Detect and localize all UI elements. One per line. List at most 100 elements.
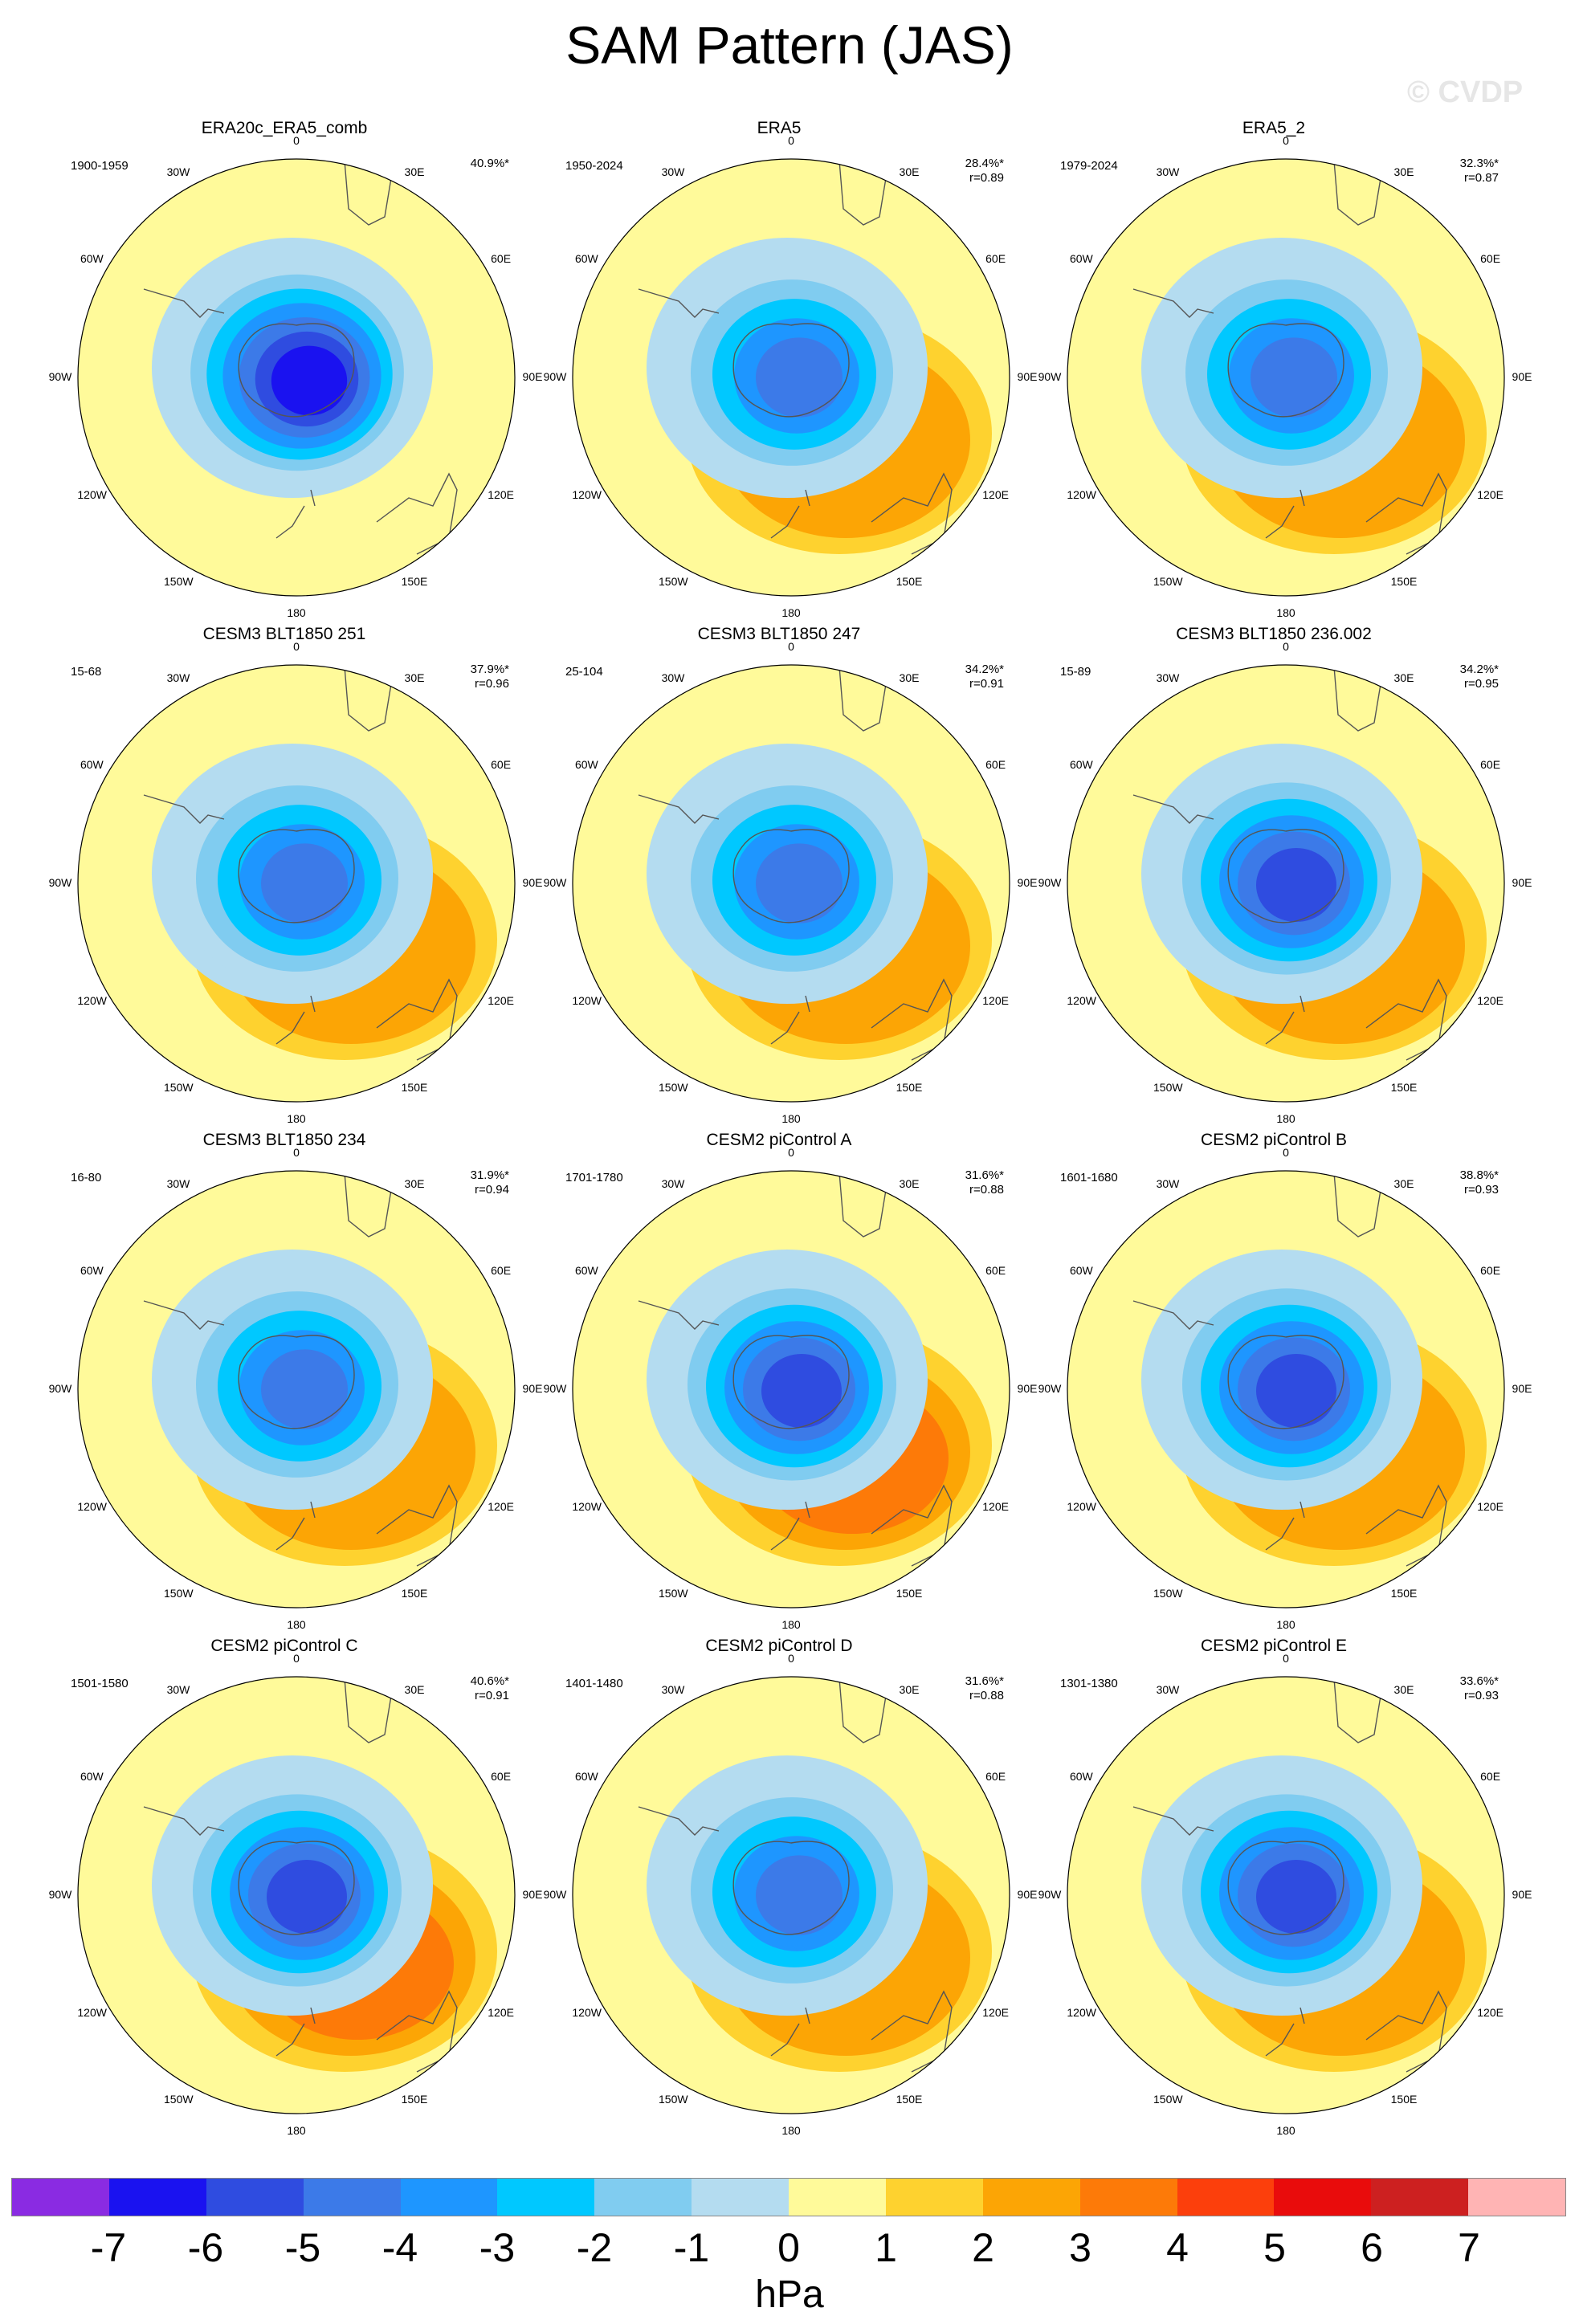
south-america-coastline <box>638 288 720 318</box>
panel-title: CESM3 BLT1850 236.002 <box>1176 625 1372 643</box>
map-panel: CESM3 BLT1850 236.002 15-89 34.2%* r=0.95 0 3… <box>1025 618 1532 1132</box>
longitude-label: 30E <box>404 1177 425 1191</box>
new-zealand-coastline <box>275 489 316 539</box>
longitude-label: 90E <box>522 1382 543 1395</box>
panel-period: 1900-1959 <box>71 159 129 173</box>
panel-pattern-correlation: r=0.93 <box>1464 1183 1499 1197</box>
longitude-label: 180 <box>781 606 801 619</box>
map-panel: CESM2 piControl E 1301-1380 33.6%* r=0.93 0 3… <box>1025 1630 1532 2144</box>
longitude-label: 30E <box>404 165 425 179</box>
map-frame <box>77 158 516 597</box>
longitude-label: 180 <box>1276 1618 1295 1631</box>
longitude-label: 90E <box>1017 1382 1038 1395</box>
longitude-label: 60W <box>80 758 104 771</box>
longitude-label: 90E <box>522 370 543 383</box>
longitude-label: 60E <box>985 1770 1006 1783</box>
colorbar-tick-label: -3 <box>479 2225 516 2270</box>
africa-coastline <box>1333 1172 1383 1237</box>
longitude-label: 150W <box>164 574 194 588</box>
panel-pattern-correlation: r=0.93 <box>1464 1689 1499 1702</box>
colorbar-cell <box>885 2179 983 2216</box>
longitude-label: 30E <box>899 1683 920 1697</box>
colorbar-tick-label: -1 <box>673 2225 710 2270</box>
longitude-label: 0 <box>293 640 300 653</box>
longitude-label: 150W <box>164 1586 194 1600</box>
new-zealand-coastline <box>1265 489 1305 539</box>
colorbar-tick-label: 4 <box>1166 2225 1189 2270</box>
colorbar-tick-label: 7 <box>1458 2225 1480 2270</box>
antarctica-coastline <box>1227 323 1344 418</box>
longitude-label: 60W <box>574 1770 598 1783</box>
polar-map <box>1067 1170 1505 1608</box>
antarctica-coastline <box>1227 1841 1344 1935</box>
panel-pct-explained: 31.6%* <box>965 1674 1004 1688</box>
south-america-coastline <box>1132 1300 1214 1330</box>
longitude-label: 120E <box>1477 2006 1504 2019</box>
polar-map <box>77 664 516 1103</box>
south-america-coastline <box>143 794 225 824</box>
longitude-label: 150W <box>164 1080 194 1094</box>
longitude-label: 150W <box>1153 2092 1183 2106</box>
panel-variance-stats: 28.4%* r=0.89 <box>932 157 1004 186</box>
new-zealand-coastline <box>1265 2007 1305 2057</box>
longitude-label: 90W <box>48 1888 72 1901</box>
colorbar-tick-label: 6 <box>1361 2225 1383 2270</box>
longitude-label: 90E <box>522 1888 543 1901</box>
longitude-label: 60E <box>491 1264 512 1277</box>
longitude-label: 150E <box>401 574 428 588</box>
longitude-label: 180 <box>1276 2124 1295 2137</box>
panel-title: CESM2 piControl B <box>1200 1131 1348 1149</box>
africa-coastline <box>344 666 394 732</box>
colorbar-cell <box>692 2179 789 2216</box>
polar-map <box>1067 158 1505 597</box>
new-zealand-coastline <box>770 2007 810 2057</box>
colorbar-tick-label: -4 <box>381 2225 418 2270</box>
africa-coastline <box>838 160 888 226</box>
colorbar-tick-label: 3 <box>1069 2225 1091 2270</box>
longitude-label: 150E <box>1390 1080 1418 1094</box>
africa-coastline <box>344 1678 394 1743</box>
colorbar-cell <box>594 2179 692 2216</box>
longitude-label: 120E <box>1477 488 1504 501</box>
colorbar-cell <box>108 2179 206 2216</box>
longitude-label: 0 <box>788 1652 794 1665</box>
africa-coastline <box>344 160 394 226</box>
antarctica-coastline <box>732 1335 850 1429</box>
longitude-label: 90E <box>1512 370 1532 383</box>
longitude-label: 60E <box>985 1264 1006 1277</box>
negative-anomaly-contour <box>261 843 348 923</box>
figure-title: SAM Pattern (JAS) <box>565 15 1014 75</box>
longitude-label: 30W <box>1156 1683 1180 1697</box>
longitude-label: 120E <box>982 1500 1009 1513</box>
longitude-label: 90E <box>1512 876 1532 889</box>
longitude-label: 150E <box>401 1586 428 1600</box>
colorbar-tick-label: 2 <box>972 2225 994 2270</box>
longitude-label: 30E <box>404 1683 425 1697</box>
map-panel: CESM3 BLT1850 247 25-104 34.2%* r=0.91 0 30E 6… <box>530 618 1038 1132</box>
longitude-label: 30W <box>166 1683 190 1697</box>
longitude-label: 120W <box>77 1500 107 1513</box>
longitude-label: 120W <box>1067 1500 1096 1513</box>
panel-variance-stats: 40.6%* r=0.91 <box>437 1674 509 1703</box>
longitude-label: 90W <box>543 1382 567 1395</box>
longitude-label: 120E <box>982 488 1009 501</box>
longitude-label: 150E <box>1390 574 1418 588</box>
panel-pct-explained: 32.3%* <box>1459 157 1499 170</box>
colorbar-tick-label: -6 <box>187 2225 224 2270</box>
map-frame <box>1067 664 1505 1103</box>
negative-anomaly-contour <box>1251 337 1337 418</box>
longitude-label: 120W <box>572 2006 602 2019</box>
new-zealand-coastline <box>770 489 810 539</box>
colorbar-tick-label: 0 <box>777 2225 800 2270</box>
panel-pct-explained: 40.9%* <box>470 157 509 170</box>
longitude-label: 60W <box>80 252 104 265</box>
panel-period: 1701-1780 <box>565 1171 623 1184</box>
longitude-label: 90E <box>1512 1888 1532 1901</box>
longitude-label: 30W <box>166 1177 190 1191</box>
panel-title: ERA5 <box>757 119 802 137</box>
africa-coastline <box>838 1678 888 1743</box>
map-panel: CESM2 piControl D 1401-1480 31.6%* r=0.88 0 3… <box>530 1630 1038 2144</box>
longitude-label: 0 <box>788 1146 794 1159</box>
colorbar-cell <box>206 2179 304 2216</box>
longitude-label: 30E <box>899 671 920 685</box>
